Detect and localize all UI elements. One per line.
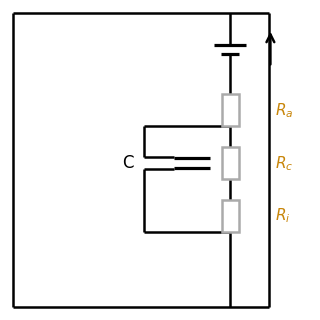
Bar	[221, 147, 239, 179]
Bar	[221, 94, 239, 126]
Text: $R_i$: $R_i$	[275, 207, 291, 225]
Text: $R_a$: $R_a$	[275, 101, 294, 120]
Bar	[221, 200, 239, 232]
Text: $R_c$: $R_c$	[275, 154, 293, 172]
Text: C: C	[122, 154, 134, 172]
